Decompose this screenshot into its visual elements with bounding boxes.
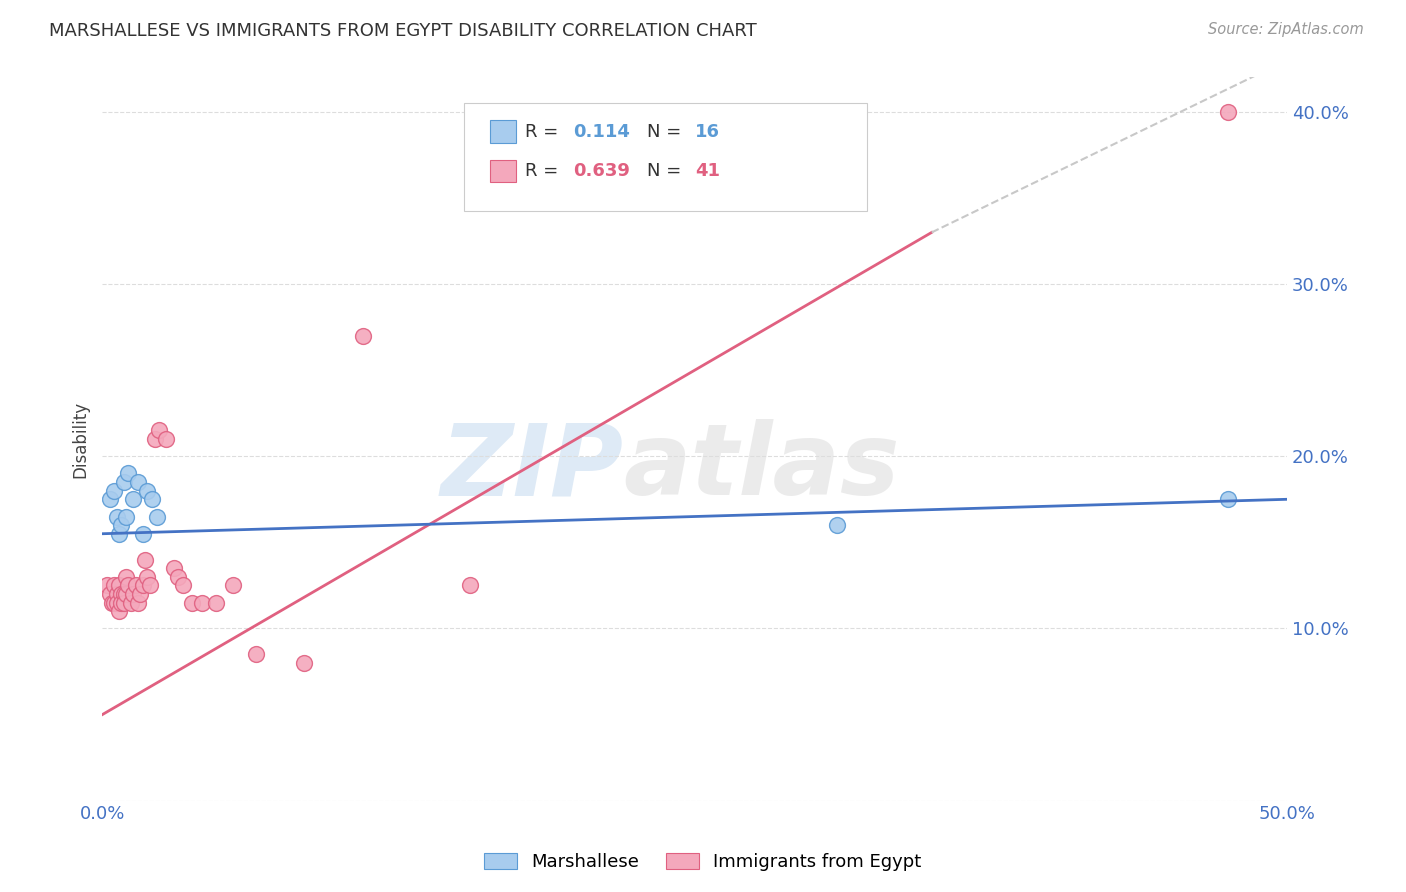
Point	[162, 561, 184, 575]
Point	[115, 570, 138, 584]
Text: MARSHALLESE VS IMMIGRANTS FROM EGYPT DISABILITY CORRELATION CHART: MARSHALLESE VS IMMIGRANTS FROM EGYPT DIS…	[49, 22, 756, 40]
Point	[458, 578, 481, 592]
Point	[245, 647, 267, 661]
Y-axis label: Disability: Disability	[72, 401, 89, 477]
Point	[181, 596, 204, 610]
Text: N =: N =	[647, 162, 688, 180]
Point	[103, 578, 125, 592]
Point	[143, 432, 166, 446]
Point	[172, 578, 194, 592]
Text: 16: 16	[695, 123, 720, 141]
Text: R =: R =	[526, 123, 564, 141]
Text: 0.639: 0.639	[572, 162, 630, 180]
Point	[103, 483, 125, 498]
FancyBboxPatch shape	[489, 120, 516, 143]
Point	[122, 492, 145, 507]
Point	[127, 475, 149, 489]
Point	[98, 587, 121, 601]
Point	[120, 596, 142, 610]
Point	[110, 596, 132, 610]
Point	[191, 596, 214, 610]
Point	[115, 509, 138, 524]
Point	[134, 552, 156, 566]
Point	[103, 596, 125, 610]
Point	[292, 656, 315, 670]
Point	[352, 328, 374, 343]
Point	[105, 587, 128, 601]
Point	[1216, 104, 1239, 119]
Point	[122, 587, 145, 601]
Point	[146, 509, 169, 524]
Point	[112, 596, 135, 610]
Text: atlas: atlas	[624, 419, 900, 516]
Point	[825, 518, 848, 533]
Point	[136, 483, 159, 498]
Point	[105, 596, 128, 610]
Point	[96, 578, 118, 592]
Point	[167, 570, 190, 584]
Point	[136, 570, 159, 584]
Text: Source: ZipAtlas.com: Source: ZipAtlas.com	[1208, 22, 1364, 37]
Point	[112, 475, 135, 489]
Point	[222, 578, 245, 592]
Point	[117, 467, 139, 481]
Point	[141, 492, 163, 507]
Point	[139, 578, 162, 592]
Point	[148, 424, 170, 438]
Point	[108, 526, 131, 541]
Point	[648, 139, 671, 153]
Legend: Marshallese, Immigrants from Egypt: Marshallese, Immigrants from Egypt	[477, 846, 929, 879]
Point	[98, 492, 121, 507]
Point	[205, 596, 228, 610]
Point	[124, 578, 146, 592]
Point	[108, 578, 131, 592]
Text: 0.114: 0.114	[572, 123, 630, 141]
Text: ZIP: ZIP	[440, 419, 624, 516]
Point	[155, 432, 177, 446]
Point	[110, 518, 132, 533]
Point	[132, 578, 155, 592]
Point	[129, 587, 152, 601]
FancyBboxPatch shape	[489, 160, 516, 182]
Text: 41: 41	[695, 162, 720, 180]
Point	[108, 604, 131, 618]
Point	[115, 587, 138, 601]
Point	[132, 526, 155, 541]
Text: N =: N =	[647, 123, 688, 141]
Point	[101, 596, 124, 610]
Point	[127, 596, 149, 610]
Point	[117, 578, 139, 592]
Point	[112, 587, 135, 601]
FancyBboxPatch shape	[464, 103, 866, 211]
Point	[110, 587, 132, 601]
Point	[1216, 492, 1239, 507]
Text: R =: R =	[526, 162, 564, 180]
Point	[105, 509, 128, 524]
